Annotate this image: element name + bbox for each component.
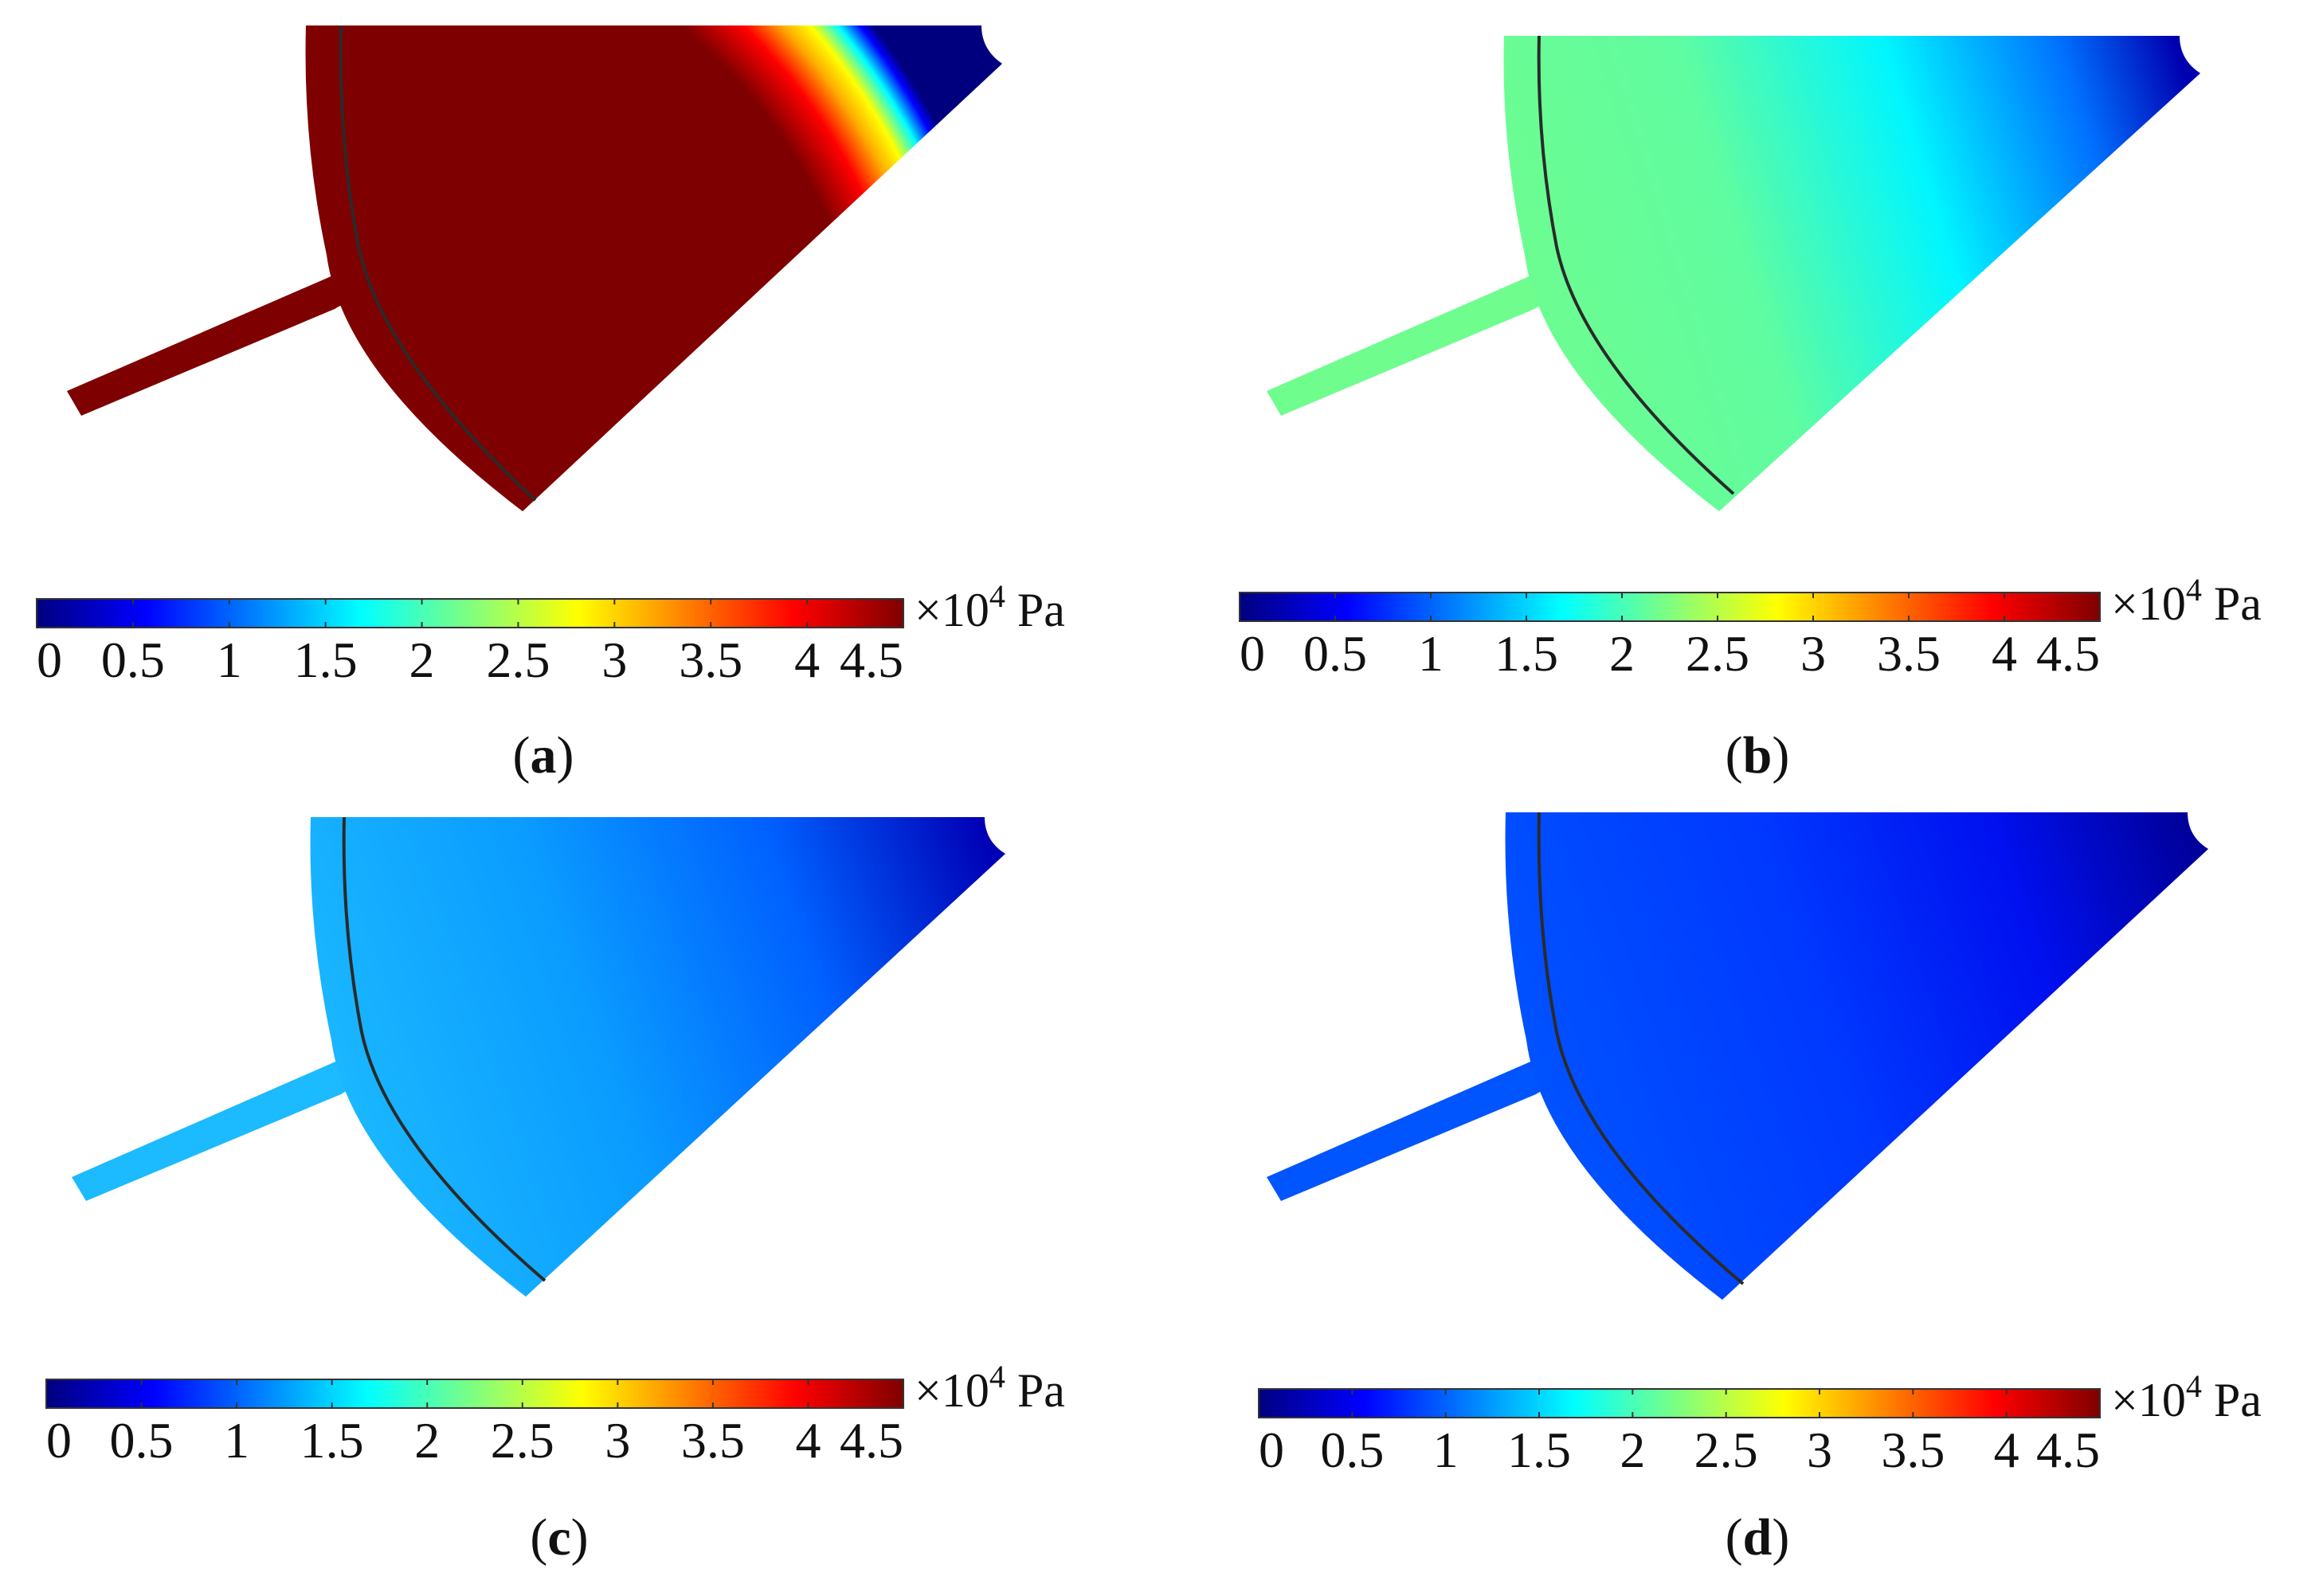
colorbar-b-tick-label: 3 [1800, 625, 1826, 682]
colorbar-b-tick-label: 2 [1609, 625, 1635, 682]
colorbar-c-tick-label: 0 [46, 1412, 72, 1469]
colorbar-d-tick-label: 4 [1994, 1422, 2019, 1478]
panel-b-ring-line [1537, 35, 1735, 495]
colorbar-b-scale [1239, 592, 2101, 622]
colorbars: 0 0.5 1 1.5 2 2.5 3 3.5 4 4.5×104 Pa0 0.5 1 1.5 2 2.5 3… [36, 572, 2262, 1478]
colorbar-a-tick-label: 3.5 [679, 632, 742, 688]
colorbar-a-tick-label: 0 [37, 632, 62, 688]
colorbar-c-tick-label: 2.5 [491, 1412, 554, 1469]
colorbar-d-tick-label: 3 [1807, 1422, 1832, 1478]
colorbar-d-tick-label: 0.5 [1320, 1422, 1384, 1478]
colorbar-a-tick-label: 3 [601, 632, 627, 688]
colorbar-b-tick-label: 0.5 [1303, 625, 1367, 682]
colorbar-c-unit: ×104 Pa [915, 1359, 1065, 1417]
colorbar-c-tick-label: 4 [795, 1412, 821, 1469]
colorbar-d-tick-label: 2.5 [1694, 1422, 1758, 1478]
colorbar-b-tick-label: 4 [1992, 625, 2017, 682]
caption-d-close: ) [1772, 1508, 1789, 1567]
colorbar-b-tick-label: 1 [1418, 625, 1444, 682]
panel-b-sector [1503, 36, 2200, 511]
colorbar-d: 0 0.5 1 1.5 2 2.5 3 3.5 4 4.5×104 Pa [1258, 1368, 2262, 1478]
panel-b-channel [1267, 255, 1566, 416]
panel-a-sector [305, 25, 1002, 511]
colorbar-c-tick-label: 1 [224, 1412, 249, 1469]
caption-b: (b) [1726, 726, 1790, 784]
caption-c: (c) [530, 1508, 588, 1567]
colorbar-d-tick-label: 1.5 [1507, 1422, 1571, 1478]
colorbar-d-tick-label: 3.5 [1881, 1422, 1945, 1478]
colorbar-a-tick-label: 2 [409, 632, 435, 688]
colorbar-d-tick-label: 0 [1259, 1422, 1284, 1478]
colorbar-c-tick-label: 0.5 [110, 1412, 174, 1469]
colorbar-c-tick-label: 3.5 [681, 1412, 745, 1469]
panel-d-channel [1267, 1040, 1568, 1201]
colorbar-c-tick-label: 4.5 [840, 1412, 903, 1469]
colorbar-a-tick-label: 1.5 [294, 632, 358, 688]
colorbar-d-tick-label: 4.5 [2036, 1422, 2100, 1478]
caption-c-letter: c [547, 1508, 570, 1567]
caption-a: (a) [513, 726, 574, 784]
colorbar-b: 0 0.5 1 1.5 2 2.5 3 3.5 4 4.5×104 Pa [1239, 572, 2262, 682]
caption-b-open: ( [1726, 726, 1743, 784]
colorbar-a-unit: ×104 Pa [915, 578, 1065, 636]
caption-b-close: ) [1772, 726, 1789, 784]
caption-b-letter: b [1743, 726, 1773, 784]
caption-d-letter: d [1743, 1508, 1773, 1567]
caption-a-open: ( [513, 726, 531, 784]
colorbar-a-tick-label: 1 [217, 632, 242, 688]
caption-a-close: ) [557, 726, 574, 784]
colorbar-a-tick-label: 4.5 [840, 632, 903, 688]
colorbar-b-tick-label: 3.5 [1877, 625, 1941, 682]
panel-a [67, 25, 1002, 511]
caption-c-close: ) [571, 1508, 589, 1567]
colorbar-a-tick-label: 2.5 [486, 632, 550, 688]
caption-c-open: ( [530, 1508, 547, 1567]
caption-d: (d) [1726, 1508, 1790, 1567]
panel-c-ring-line [342, 816, 546, 1282]
colorbar-c: 0 0.5 1 1.5 2 2.5 3 3.5 4 4.5×104 Pa [45, 1359, 1065, 1469]
colorbar-b-tick-label: 4.5 [2036, 625, 2100, 682]
colorbar-d-tick-label: 1 [1433, 1422, 1459, 1478]
colorbar-a: 0 0.5 1 1.5 2 2.5 3 3.5 4 4.5×104 Pa [36, 578, 1065, 688]
colorbar-d-tick-label: 2 [1620, 1422, 1645, 1478]
colorbar-c-scale [45, 1379, 904, 1409]
caption-a-letter: a [531, 726, 557, 784]
colorbar-d-scale [1258, 1388, 2101, 1418]
panel-d-sector [1505, 812, 2208, 1300]
panel-a-channel [67, 255, 366, 416]
colorbar-d-unit: ×104 Pa [2111, 1368, 2262, 1426]
colorbar-b-unit: ×104 Pa [2111, 572, 2262, 630]
colorbar-b-tick-label: 0 [1240, 625, 1265, 682]
panel-b [1267, 35, 2200, 511]
colorbar-c-tick-label: 2 [414, 1412, 440, 1469]
caption-d-open: ( [1726, 1508, 1743, 1567]
colorbar-c-tick-label: 1.5 [300, 1412, 364, 1469]
panel-a-ring-line [339, 25, 537, 502]
panel-c-sector [310, 817, 1005, 1297]
colorbar-a-tick-label: 0.5 [101, 632, 165, 688]
panel-c-channel [72, 1040, 373, 1201]
panel-c [72, 816, 1005, 1297]
panel-d [1267, 812, 2208, 1300]
panel-d-ring-line [1537, 812, 1745, 1285]
colorbar-b-tick-label: 1.5 [1494, 625, 1558, 682]
colorbar-a-tick-label: 4 [794, 632, 820, 688]
colorbar-b-tick-label: 2.5 [1686, 625, 1749, 682]
colorbar-c-tick-label: 3 [605, 1412, 630, 1469]
colorbar-a-scale [36, 598, 904, 628]
